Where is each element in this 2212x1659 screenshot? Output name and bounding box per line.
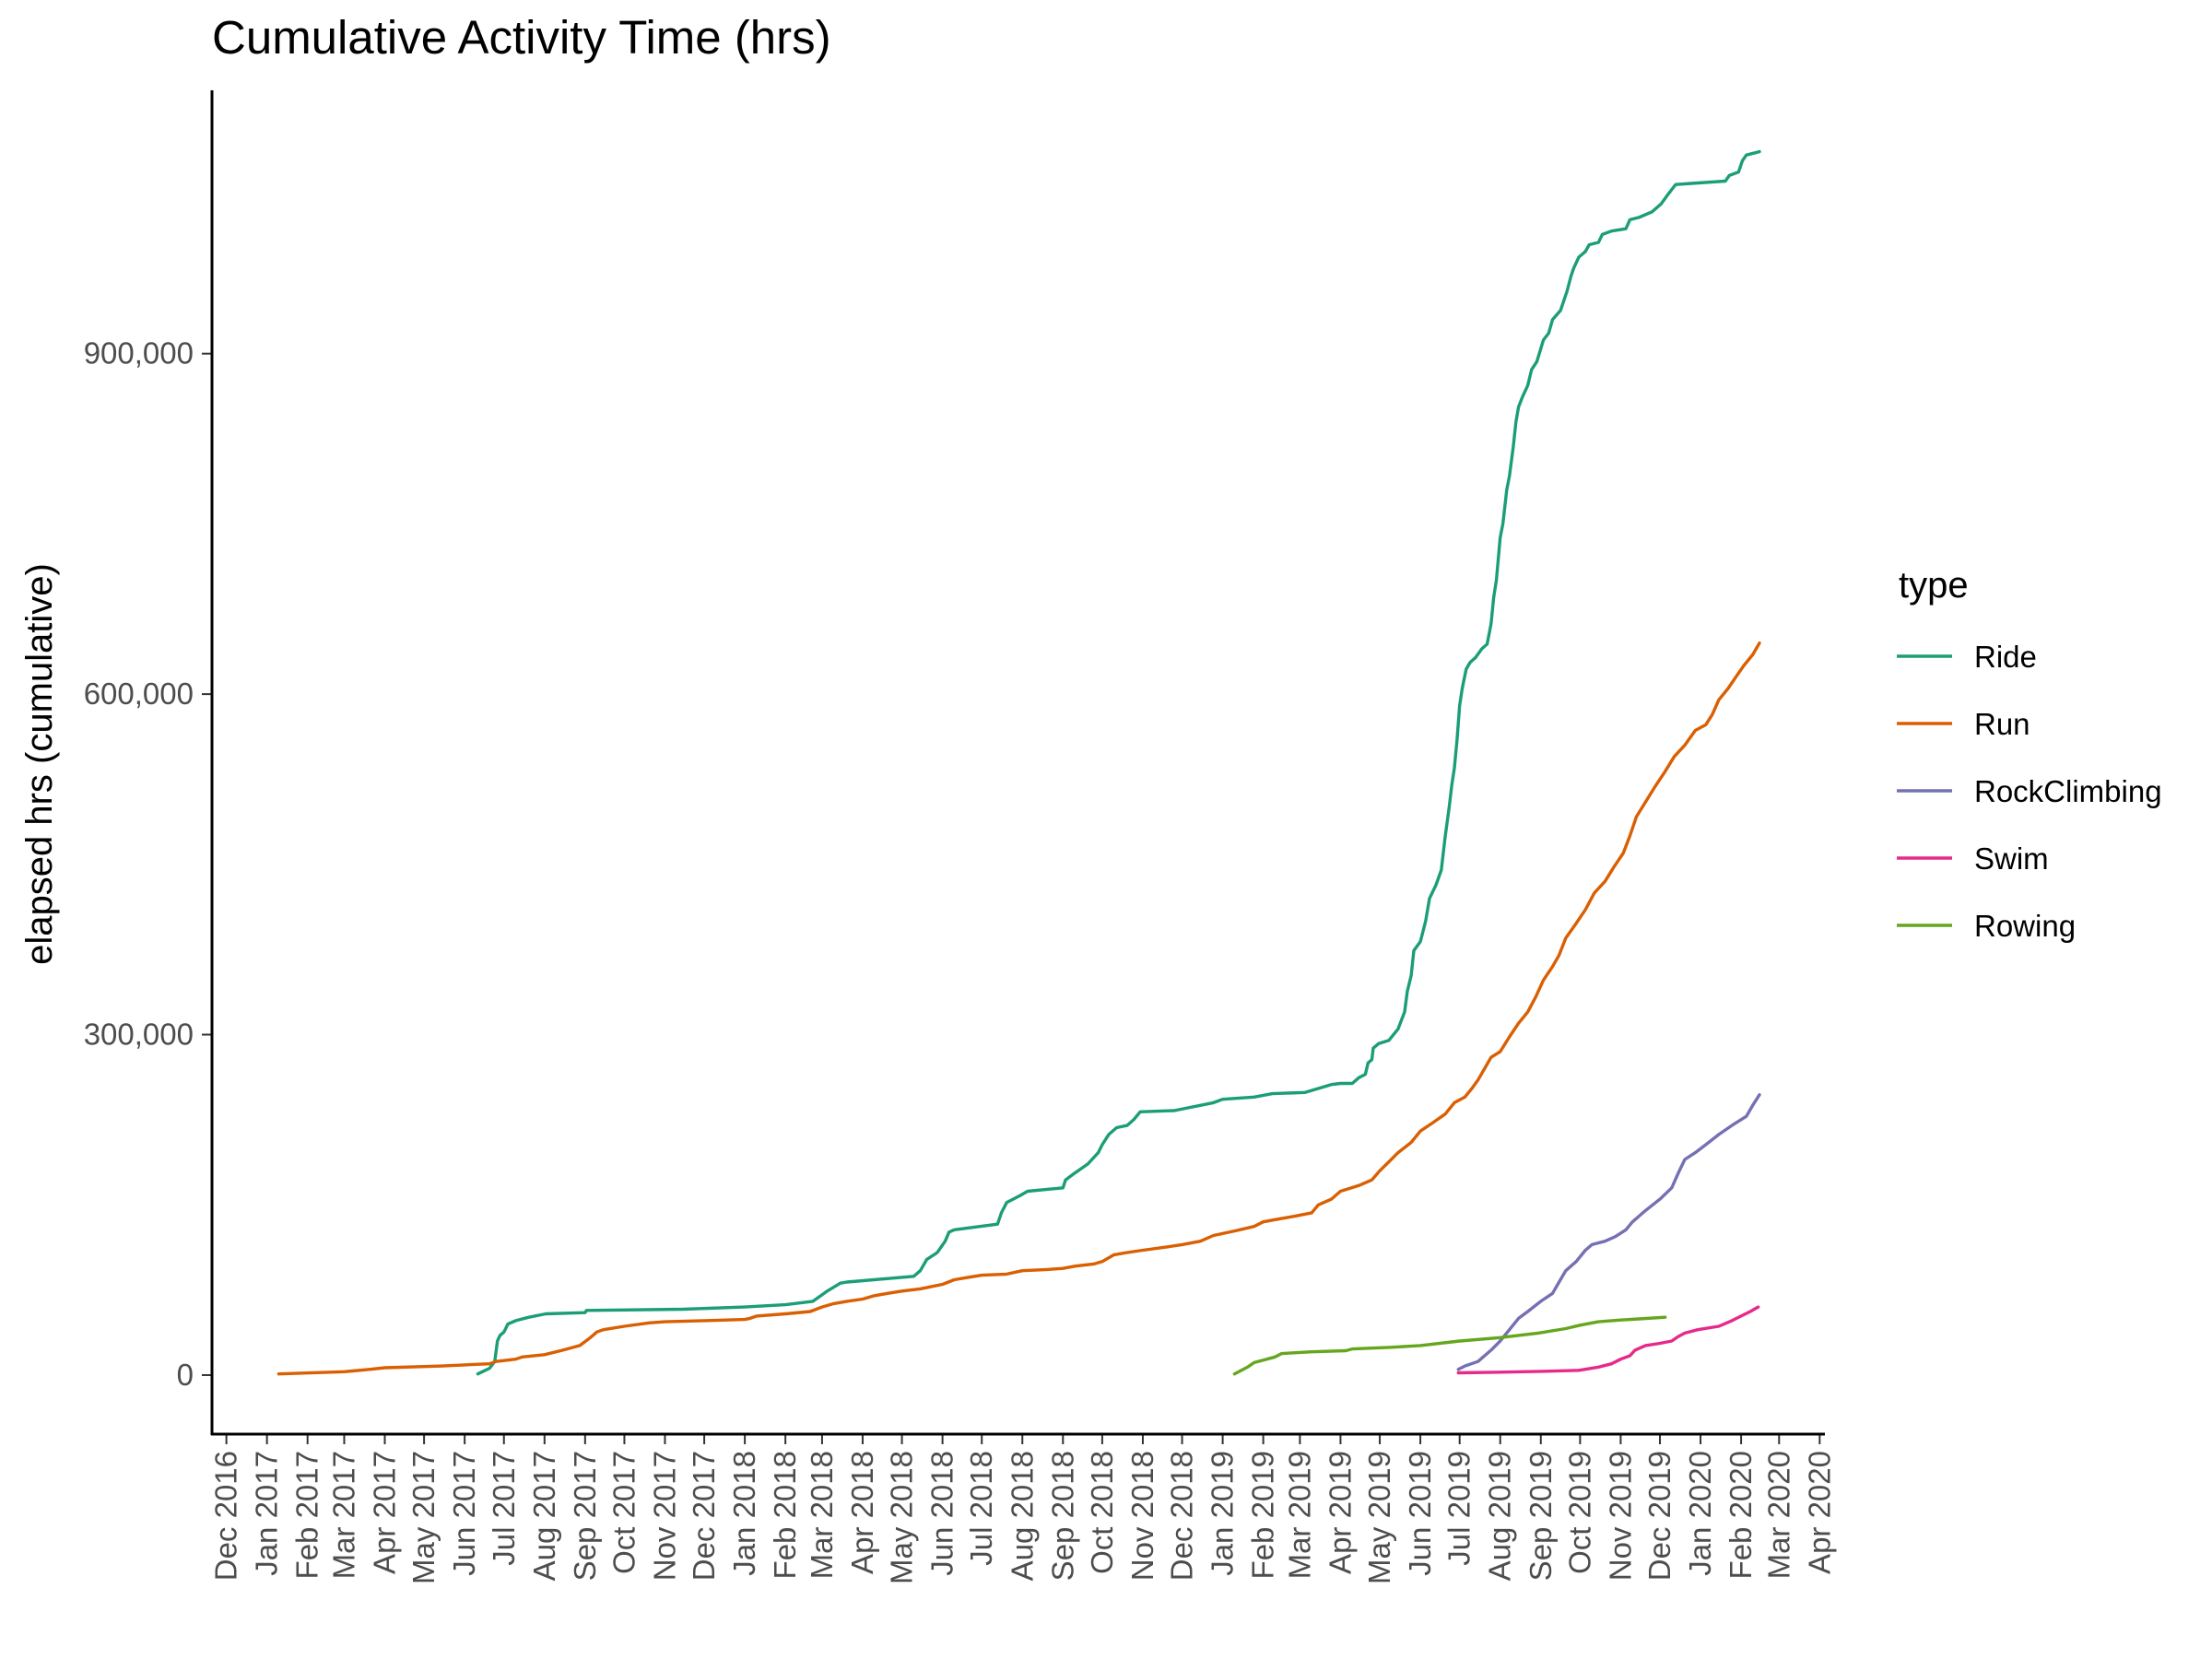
x-tick-label: May 2017 xyxy=(406,1451,441,1584)
chart-title: Cumulative Activity Time (hrs) xyxy=(212,11,831,64)
x-tick-label: Dec 2019 xyxy=(1642,1451,1677,1581)
legend-label-run: Run xyxy=(1974,707,2030,741)
x-tick-label: Sep 2019 xyxy=(1524,1451,1558,1581)
x-tick-label: Mar 2017 xyxy=(326,1451,360,1579)
x-tick-label: Mar 2020 xyxy=(1761,1451,1795,1579)
y-tick-label: 600,000 xyxy=(84,677,194,711)
x-tick-label: Oct 2017 xyxy=(606,1451,641,1574)
y-tick-label: 0 xyxy=(177,1358,194,1392)
axis-lines xyxy=(210,90,1825,1436)
x-tick-label: Jul 2019 xyxy=(1442,1451,1477,1566)
x-tick-label: Aug 2017 xyxy=(527,1451,561,1581)
series-line-rockclimbing xyxy=(1456,1093,1761,1371)
series-line-run xyxy=(276,641,1761,1376)
x-tick-label: Jan 2018 xyxy=(727,1451,761,1576)
x-tick-label: Jan 2019 xyxy=(1206,1451,1240,1576)
series-line-ride xyxy=(476,149,1761,1376)
legend-title: type xyxy=(1899,565,1969,606)
y-axis-label: elapsed hrs (cumulative) xyxy=(19,563,60,965)
x-tick-label: Apr 2017 xyxy=(368,1451,402,1574)
legend-label-rockclimbing: RockClimbing xyxy=(1974,774,2162,808)
x-tick-label: May 2019 xyxy=(1362,1451,1396,1584)
x-tick-label: Aug 2018 xyxy=(1005,1451,1039,1581)
x-tick-label: Apr 2019 xyxy=(1323,1451,1357,1574)
x-tick-label: Jan 2020 xyxy=(1683,1451,1717,1576)
y-tick-label: 900,000 xyxy=(84,336,194,371)
x-tick-label: Jun 2017 xyxy=(447,1451,481,1576)
legend-label-rowing: Rowing xyxy=(1974,909,2076,943)
x-tick-label: Sep 2018 xyxy=(1045,1451,1079,1581)
x-tick-label: Apr 2020 xyxy=(1802,1451,1836,1574)
y-tick-label: 300,000 xyxy=(84,1018,194,1052)
x-tick-label: Mar 2018 xyxy=(805,1451,839,1579)
x-tick-label: Jul 2017 xyxy=(487,1451,521,1566)
x-tick-label: Nov 2018 xyxy=(1125,1451,1159,1581)
x-tick-label: Dec 2017 xyxy=(687,1451,721,1581)
x-tick-label: Jun 2018 xyxy=(925,1451,959,1576)
y-axis: 0 300,000 600,000 900,000 xyxy=(84,336,212,1392)
legend-label-swim: Swim xyxy=(1974,841,2049,876)
series-lines xyxy=(276,149,1761,1376)
x-tick-label: Feb 2018 xyxy=(768,1451,802,1579)
x-tick-label: Feb 2019 xyxy=(1246,1451,1280,1579)
x-tick-label: Feb 2020 xyxy=(1724,1451,1758,1579)
x-tick-label: Jun 2019 xyxy=(1403,1451,1437,1576)
x-tick-label: Oct 2018 xyxy=(1085,1451,1119,1574)
series-line-swim xyxy=(1456,1305,1760,1375)
x-tick-label: Dec 2018 xyxy=(1165,1451,1199,1581)
x-tick-label: Aug 2019 xyxy=(1483,1451,1517,1581)
series-line-rowing xyxy=(1232,1315,1667,1376)
x-tick-label: Jan 2017 xyxy=(250,1451,284,1576)
x-tick-label: Nov 2019 xyxy=(1603,1451,1637,1581)
x-tick-label: Jul 2018 xyxy=(964,1451,998,1566)
x-tick-label: Mar 2019 xyxy=(1282,1451,1316,1579)
x-tick-label: Dec 2016 xyxy=(209,1451,243,1581)
x-tick-label: Feb 2017 xyxy=(290,1451,324,1579)
legend: type Ride Run RockClimbing Swim Rowing xyxy=(1897,565,2162,943)
x-tick-label: Apr 2018 xyxy=(845,1451,879,1574)
x-axis: Dec 2016 Jan 2017 Feb 2017 Mar 2017 Apr 2017… xyxy=(209,1434,1836,1584)
x-tick-label: Oct 2019 xyxy=(1562,1451,1596,1574)
x-tick-label: Nov 2017 xyxy=(647,1451,681,1581)
x-tick-label: May 2018 xyxy=(885,1451,919,1584)
x-tick-label: Sep 2017 xyxy=(568,1451,602,1581)
legend-label-ride: Ride xyxy=(1974,640,2037,674)
